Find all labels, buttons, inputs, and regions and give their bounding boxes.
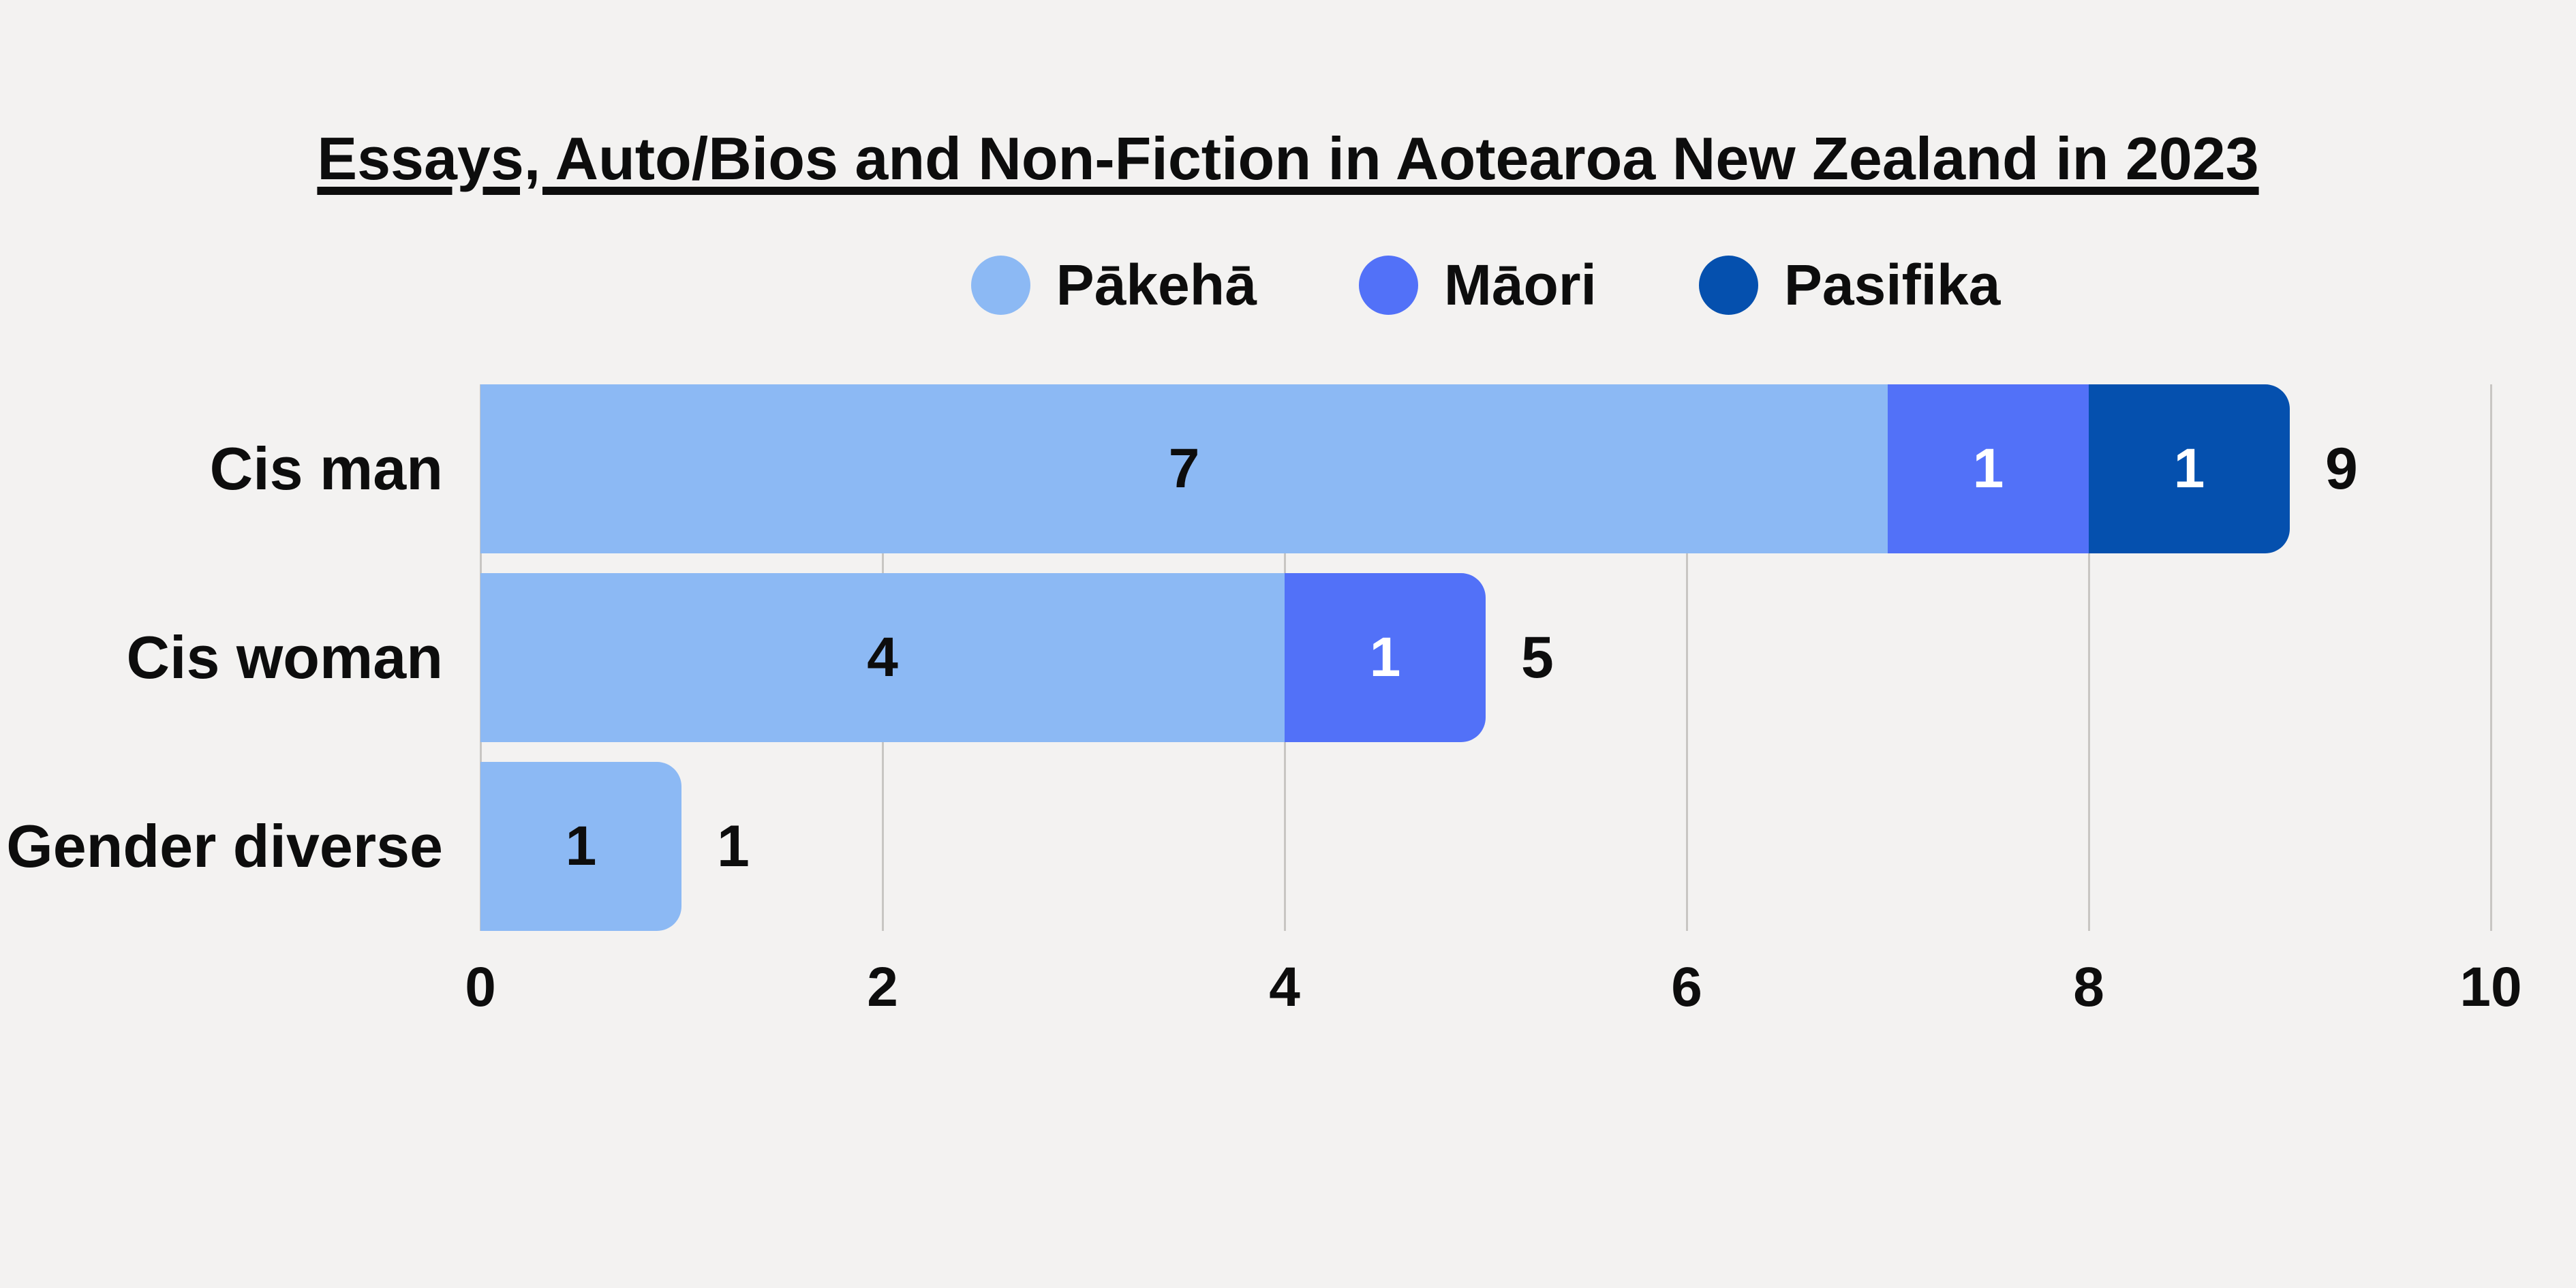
bar-segment-maori: 1 xyxy=(1888,384,2089,553)
legend-swatch-pasifika-icon xyxy=(1698,255,1758,315)
legend-label-maori: Māori xyxy=(1443,253,1597,317)
gridline-6 xyxy=(1686,384,1688,931)
legend-swatch-pakeha-icon xyxy=(970,255,1030,315)
category-label: Cis woman xyxy=(126,624,443,691)
x-tick-label-10: 10 xyxy=(2459,956,2522,1018)
legend-item-pakeha: Pākehā xyxy=(970,253,1257,317)
bar-segment-pakeha: 4 xyxy=(480,573,1285,742)
bar-row-3: Gender diverse 1 1 xyxy=(6,762,2491,931)
segment-value-label: 4 xyxy=(867,626,898,688)
bar-segments: 7 1 1 xyxy=(480,384,2491,553)
bar-total-label: 5 xyxy=(1521,625,1554,690)
legend-item-pasifika: Pasifika xyxy=(1698,253,2001,317)
segment-value-label: 7 xyxy=(1168,438,1200,500)
category-label: Cis man xyxy=(209,435,443,502)
bar-segment-maori: 1 xyxy=(1285,573,1486,742)
legend: Pākehā Māori Pasifika xyxy=(480,251,2491,319)
x-tick-label-4: 4 xyxy=(1269,956,1300,1018)
x-tick-label-2: 2 xyxy=(867,956,898,1018)
bar-segments: 1 xyxy=(480,762,2491,931)
segment-value-label: 1 xyxy=(565,815,597,877)
bar-total-label: 9 xyxy=(2325,436,2358,502)
bar-total-label: 1 xyxy=(717,814,750,879)
gridline-10 xyxy=(2490,384,2492,931)
bar-row-2: Cis woman 4 1 5 xyxy=(126,573,2491,742)
legend-item-maori: Māori xyxy=(1358,253,1597,317)
segment-value-label: 1 xyxy=(2173,438,2205,500)
bar-row-1: Cis man 7 1 1 9 xyxy=(210,384,2491,553)
legend-swatch-maori-icon xyxy=(1358,255,1418,315)
x-tick-label-6: 6 xyxy=(1671,956,1702,1018)
segment-value-label: 1 xyxy=(1369,626,1401,688)
segment-value-label: 1 xyxy=(1972,438,2004,500)
bar-segment-pakeha: 1 xyxy=(480,762,681,931)
bar-segment-pasifika: 1 xyxy=(2089,384,2290,553)
bar-segment-pakeha: 7 xyxy=(480,384,1888,553)
x-axis: 0 2 4 6 8 10 xyxy=(465,956,2521,1021)
gridline-8 xyxy=(2088,384,2090,931)
plot-area: Cis man 7 1 1 9 Cis woman 4 1 5 Gender diverse 1 1 … xyxy=(6,384,2522,1015)
chart-title: Essays, Auto/Bios and Non-Fiction in Aot… xyxy=(317,125,2259,192)
legend-label-pasifika: Pasifika xyxy=(1783,253,2001,317)
legend-label-pakeha: Pākehā xyxy=(1056,253,1257,317)
x-tick-label-0: 0 xyxy=(465,956,496,1018)
x-tick-label-8: 8 xyxy=(2073,956,2104,1018)
category-label: Gender diverse xyxy=(6,812,443,880)
